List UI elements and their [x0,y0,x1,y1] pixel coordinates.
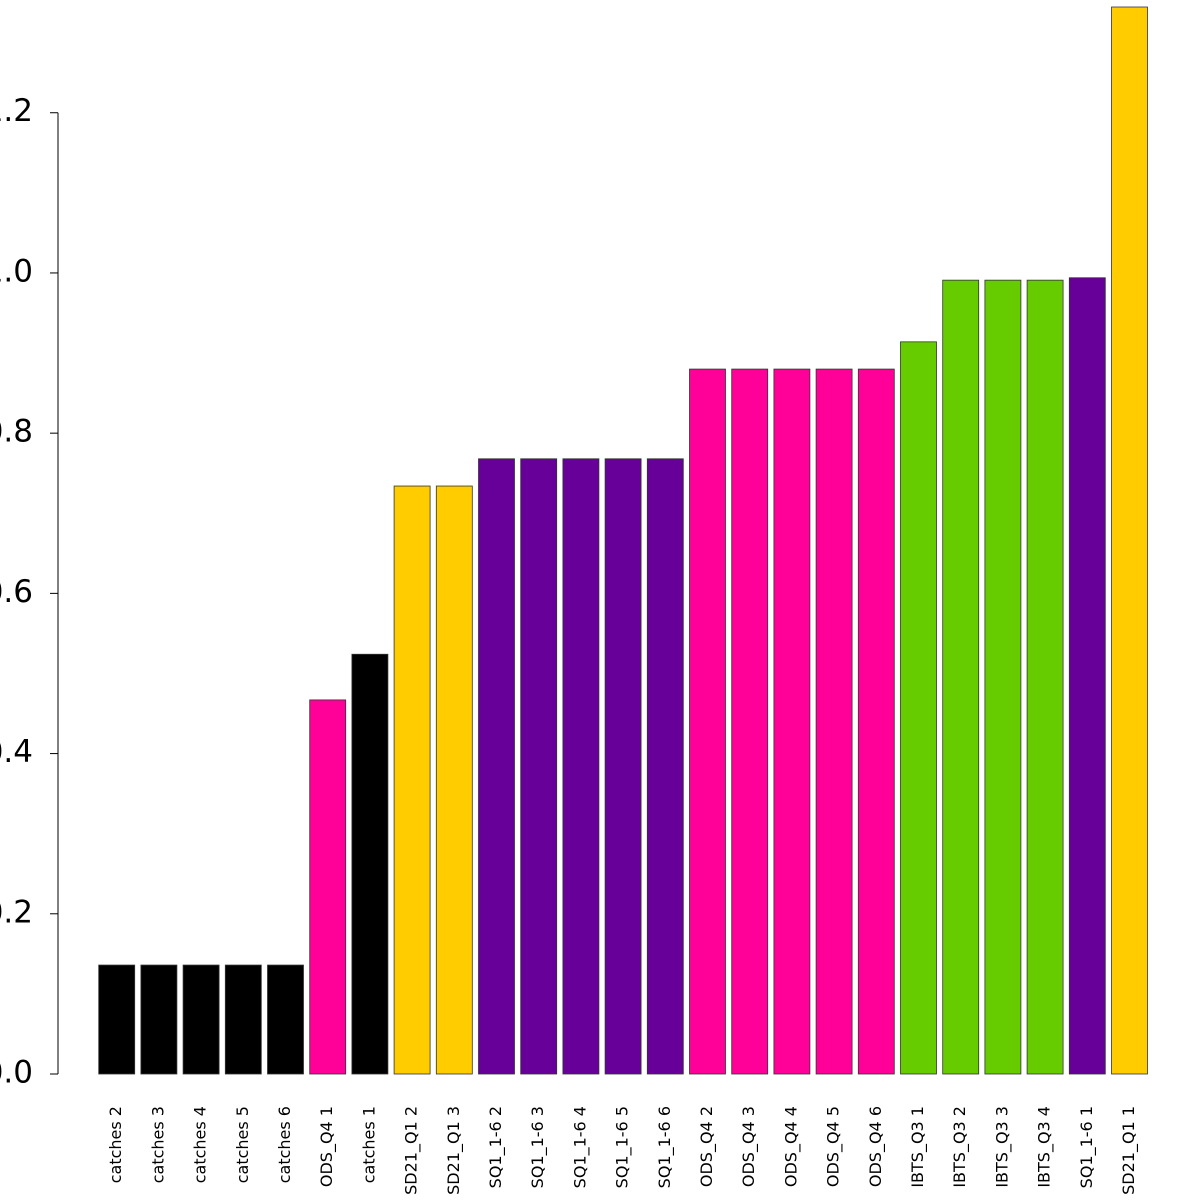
bar [140,964,178,1075]
x-tick-label: ODS_Q4 2 [697,1106,717,1187]
x-tick-label: SQ1_1-6 6 [655,1106,675,1188]
bar [309,699,347,1075]
y-tick-label: 0.4 [0,734,33,770]
y-tick-label: 1.0 [0,253,33,289]
x-tick-label: ODS_Q4 3 [739,1106,759,1187]
bar [773,368,811,1075]
x-tick-label: SD21_Q1 2 [402,1106,422,1195]
x-tick-label: ODS_Q4 5 [824,1106,844,1187]
bar [1111,6,1148,1075]
x-tick-label: SD21_Q1 1 [1119,1106,1139,1195]
bar [857,368,895,1075]
x-tick-label: ODS_Q4 1 [317,1106,337,1187]
bar [267,964,304,1075]
bar [562,458,600,1075]
bar [942,279,980,1075]
x-tick-label: SQ1_1-6 1 [1077,1106,1097,1188]
bar [351,653,389,1075]
bar [1026,279,1064,1075]
x-tick-label: catches 5 [233,1106,252,1183]
bar [689,368,726,1075]
y-tick-label: 0.2 [0,894,33,930]
bar [98,964,136,1075]
x-tick-label: SQ1_1-6 3 [528,1106,548,1188]
x-tick-label: catches 6 [275,1106,294,1183]
bar [435,485,473,1075]
bar [478,458,515,1075]
x-tick-label: ODS_Q4 6 [866,1106,886,1187]
x-tick-label: SQ1_1-6 2 [486,1106,506,1188]
bar [1068,277,1106,1075]
bar [182,964,220,1075]
x-tick-label: SQ1_1-6 5 [613,1106,633,1188]
x-tick-label: IBTS_Q3 3 [992,1106,1012,1188]
bar [224,964,262,1075]
bar [393,485,431,1075]
x-tick-label: IBTS_Q3 1 [908,1106,928,1188]
y-tick-label: 1.2 [0,93,33,129]
x-tick-label: catches 3 [148,1106,167,1183]
x-tick-label: catches 2 [106,1106,125,1183]
bar [646,458,684,1075]
x-tick-label: SQ1_1-6 4 [570,1106,590,1188]
x-tick-label: catches 1 [359,1106,378,1183]
y-tick-label: 0.0 [0,1055,33,1091]
y-tick-label: 0.8 [0,414,33,450]
x-tick-label: catches 4 [191,1106,210,1183]
x-tick-label: ODS_Q4 4 [781,1106,801,1187]
x-tick-label: SD21_Q1 3 [444,1106,464,1195]
y-tick-label: 0.6 [0,574,33,610]
bar [731,368,769,1075]
bar [815,368,853,1075]
bar [984,279,1022,1075]
x-tick-label: IBTS_Q3 2 [950,1106,970,1188]
bar [604,458,642,1075]
x-tick-label: IBTS_Q3 4 [1035,1106,1055,1188]
bar [900,341,937,1075]
bar [520,458,558,1075]
